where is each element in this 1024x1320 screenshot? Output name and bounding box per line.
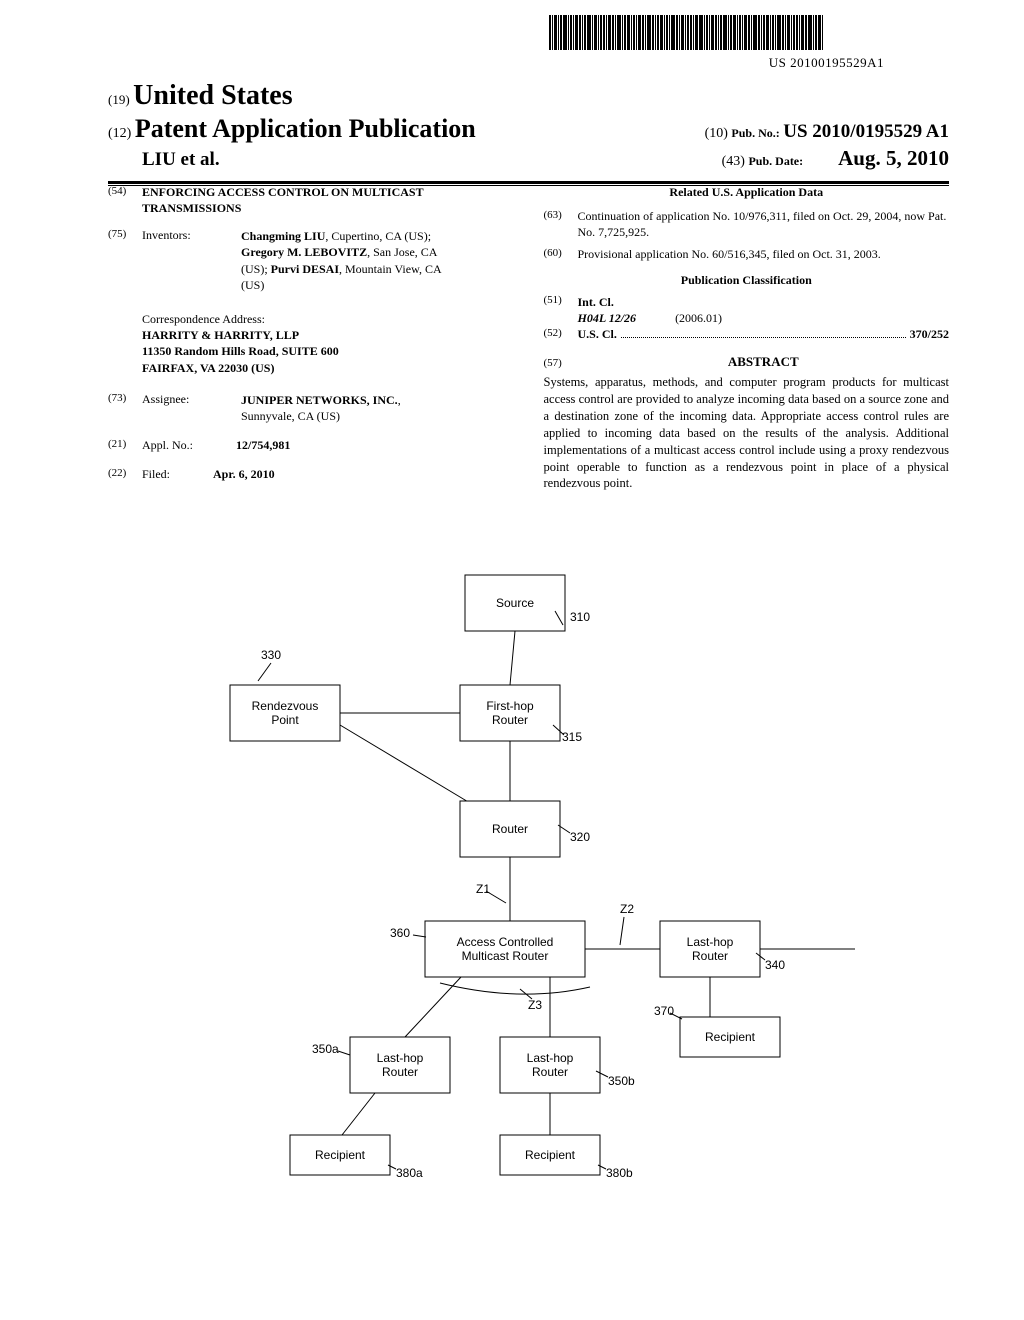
svg-text:First-hop: First-hop	[486, 699, 534, 713]
pub-code: (12)	[108, 126, 131, 141]
svg-text:Source: Source	[496, 596, 534, 610]
svg-text:Router: Router	[492, 822, 528, 836]
svg-text:Z1: Z1	[476, 882, 490, 896]
svg-text:Recipient: Recipient	[705, 1030, 756, 1044]
assignee-value: JUNIPER NETWORKS, INC., Sunnyvale, CA (U…	[241, 392, 441, 424]
divider-thick	[108, 181, 949, 184]
uscl-label: U.S. Cl.	[578, 327, 617, 342]
pubdate-label: Pub. Date:	[748, 154, 803, 168]
barcode-text: US 20100195529A1	[769, 55, 884, 71]
pub-type: Patent Application Publication	[135, 114, 476, 143]
svg-text:Multicast Router: Multicast Router	[462, 949, 549, 963]
svg-text:Router: Router	[492, 713, 528, 727]
uscl-value: 370/252	[910, 327, 949, 342]
intcl-class: H04L 12/26	[578, 311, 637, 325]
corr-line-0: HARRITY & HARRITY, LLP	[142, 328, 299, 342]
pubdate-value: Aug. 5, 2010	[838, 146, 949, 170]
svg-text:350b: 350b	[608, 1074, 635, 1088]
related-title: Related U.S. Application Data	[544, 185, 950, 200]
svg-text:380b: 380b	[606, 1166, 633, 1180]
inventors-names: Changming LIU, Cupertino, CA (US); Grego…	[241, 228, 441, 293]
corr-line-1: 11350 Random Hills Road, SUITE 600	[142, 344, 339, 358]
svg-text:Last-hop: Last-hop	[687, 935, 734, 949]
title-code: (54)	[108, 185, 142, 216]
abstract-title: ABSTRACT	[578, 354, 950, 370]
continuation-text: Continuation of application No. 10/976,3…	[578, 208, 950, 240]
svg-text:Recipient: Recipient	[315, 1148, 366, 1162]
svg-text:Last-hop: Last-hop	[527, 1051, 574, 1065]
svg-text:350a: 350a	[312, 1042, 339, 1056]
provisional-code: (60)	[544, 246, 578, 262]
corr-label: Correspondence Address:	[142, 311, 514, 327]
abstract-body: Systems, apparatus, methods, and compute…	[544, 374, 950, 492]
filed-label: Filed:	[142, 467, 170, 481]
uscl-dots	[621, 337, 906, 338]
svg-text:Rendezvous: Rendezvous	[252, 699, 319, 713]
svg-text:310: 310	[570, 610, 590, 624]
svg-text:Last-hop: Last-hop	[377, 1051, 424, 1065]
country-code: (19)	[108, 92, 130, 107]
applno-label: Appl. No.:	[142, 438, 193, 452]
barcode-bars	[549, 15, 823, 50]
svg-text:360: 360	[390, 926, 410, 940]
pubno-code: (10)	[705, 126, 728, 141]
intcl-code: (51)	[544, 294, 578, 328]
svg-text:Router: Router	[692, 949, 728, 963]
right-column: Related U.S. Application Data (63) Conti…	[544, 185, 950, 492]
invention-title: ENFORCING ACCESS CONTROL ON MULTICAST TR…	[142, 185, 514, 216]
country-name: United States	[133, 80, 292, 111]
uscl-code: (52)	[544, 327, 578, 342]
network-diagram: Source310RendezvousPoint330First-hopRout…	[0, 555, 1024, 1315]
applno-code: (21)	[108, 438, 142, 453]
author-line: LIU et al.	[142, 149, 220, 171]
filed-code: (22)	[108, 467, 142, 482]
corr-line-2: FAIRFAX, VA 22030 (US)	[142, 361, 274, 375]
abstract-code: (57)	[544, 357, 578, 369]
svg-text:Z2: Z2	[620, 902, 634, 916]
svg-text:Access Controlled: Access Controlled	[457, 935, 554, 949]
pubno-value: US 2010/0195529 A1	[783, 121, 949, 142]
svg-text:Z3: Z3	[528, 998, 542, 1012]
intcl-date: (2006.01)	[675, 311, 722, 325]
continuation-code: (63)	[544, 208, 578, 240]
svg-text:320: 320	[570, 830, 590, 844]
svg-text:Recipient: Recipient	[525, 1148, 576, 1162]
header: (19) United States (12) Patent Applicati…	[108, 80, 949, 186]
svg-text:315: 315	[562, 730, 582, 744]
svg-text:Router: Router	[382, 1065, 418, 1079]
svg-text:370: 370	[654, 1004, 674, 1018]
svg-text:Router: Router	[532, 1065, 568, 1079]
provisional-text: Provisional application No. 60/516,345, …	[578, 246, 950, 262]
inventors-label: Inventors:	[142, 228, 238, 243]
filed-value: Apr. 6, 2010	[213, 467, 275, 482]
assignee-label: Assignee:	[142, 392, 238, 407]
correspondence-address: Correspondence Address: HARRITY & HARRIT…	[142, 311, 514, 376]
svg-text:330: 330	[261, 648, 281, 662]
pubno-label: Pub. No.:	[731, 126, 779, 140]
barcode	[549, 15, 949, 55]
pubdate-code: (43)	[722, 154, 745, 169]
pubclass-title: Publication Classification	[544, 273, 950, 288]
left-column: (54) ENFORCING ACCESS CONTROL ON MULTICA…	[108, 185, 514, 492]
applno-value: 12/754,981	[236, 438, 290, 453]
svg-text:340: 340	[765, 958, 785, 972]
svg-text:380a: 380a	[396, 1166, 423, 1180]
svg-text:Point: Point	[271, 713, 299, 727]
inventors-code: (75)	[108, 228, 142, 293]
bibliographic-data: (54) ENFORCING ACCESS CONTROL ON MULTICA…	[108, 185, 949, 492]
assignee-code: (73)	[108, 392, 142, 424]
intcl-label: Int. Cl.	[578, 295, 614, 309]
